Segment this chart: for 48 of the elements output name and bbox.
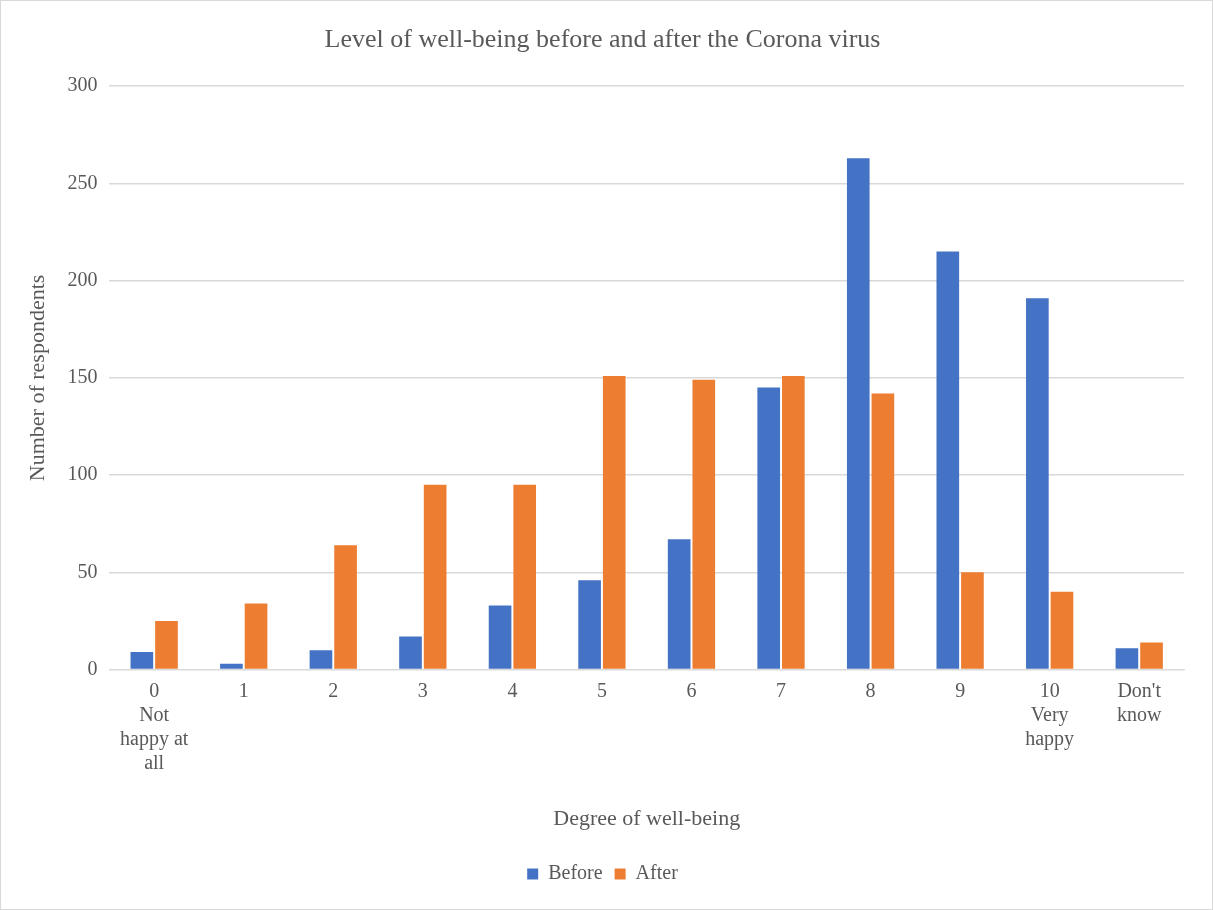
- bar: [1140, 642, 1163, 669]
- bar: [782, 375, 805, 669]
- bar: [961, 572, 984, 669]
- bar: [488, 605, 512, 669]
- bar: [871, 393, 895, 669]
- y-tick-label: 50: [77, 559, 98, 582]
- bar: [757, 387, 781, 669]
- bar: [309, 650, 333, 669]
- x-tick-label: 9: [955, 678, 966, 701]
- y-axis-title: Number of respondents: [23, 274, 49, 482]
- x-tick-label: 4: [507, 678, 518, 701]
- x-tick-label: 6: [686, 678, 697, 701]
- bar: [692, 379, 716, 669]
- x-tick-label: Don't know: [1117, 678, 1162, 725]
- bar: [1026, 298, 1049, 669]
- bar: [578, 580, 601, 669]
- x-tick-label: 1: [238, 678, 249, 701]
- x-axis-title: Degree of well-being: [553, 804, 741, 830]
- y-tick-label: 0: [87, 656, 98, 679]
- bar: [1115, 648, 1139, 669]
- y-tick-label: 300: [67, 73, 98, 96]
- bar: [220, 663, 243, 669]
- y-tick-label: 100: [67, 462, 98, 485]
- bar: [423, 484, 447, 669]
- y-tick-label: 200: [67, 267, 98, 290]
- bar: [936, 251, 960, 669]
- bar: [513, 484, 537, 669]
- legend-label: After: [635, 861, 679, 884]
- y-tick-label: 150: [67, 365, 98, 388]
- legend-label: Before: [548, 861, 603, 884]
- x-tick-label: 7: [776, 678, 787, 701]
- x-tick-label: 0 Not happy at all: [120, 678, 189, 773]
- x-tick-label: 3: [417, 678, 428, 701]
- bar: [602, 375, 626, 669]
- bar: [846, 158, 870, 669]
- bar: [130, 652, 154, 669]
- y-tick-label: 250: [67, 170, 98, 193]
- x-tick-label: 10 Very happy: [1025, 678, 1075, 750]
- bar: [1050, 591, 1074, 669]
- bar: [399, 636, 422, 669]
- x-tick-label: 2: [328, 678, 339, 701]
- bar: [155, 620, 178, 669]
- chart-title: Level of well-being before and after the Corona virus: [324, 24, 881, 54]
- bar: [244, 603, 268, 669]
- x-tick-label: 8: [865, 678, 876, 701]
- x-tick-label: 5: [596, 678, 607, 701]
- bar: [334, 545, 357, 669]
- bar: [667, 539, 691, 669]
